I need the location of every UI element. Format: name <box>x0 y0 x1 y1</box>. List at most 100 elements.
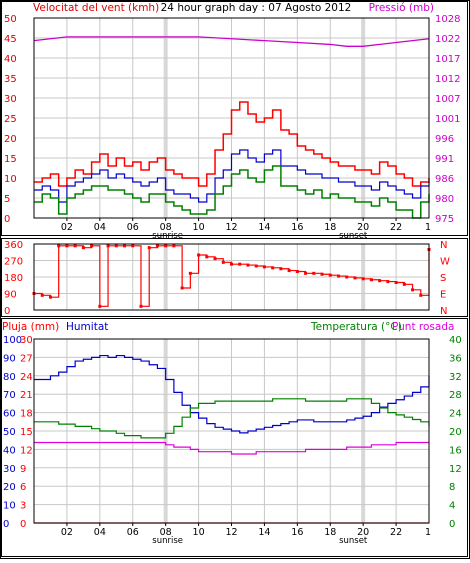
wind-panel-frame <box>1 1 468 236</box>
humidity-axis-tick-label: 0 <box>3 519 9 530</box>
x-tick-label: 04 <box>94 527 106 538</box>
x-tick-label: 06 <box>127 527 139 538</box>
direction-series-line <box>34 245 430 307</box>
pressure-axis-tick-label: 1017 <box>435 54 460 65</box>
x-tick-label: 18 <box>324 527 336 538</box>
humidity-series-line <box>34 354 430 434</box>
temperature-axis-tick-label: 28 <box>449 390 462 401</box>
temperature-axis-tick-label: 8 <box>449 482 455 493</box>
humidity-axis-tick-label: 90 <box>3 353 16 364</box>
wind-speed-axis-title: Velocitat del vent (kmh) <box>33 2 159 14</box>
x-tick-label: 02 <box>61 222 73 233</box>
compass-axis-tick-label: S <box>440 273 446 284</box>
temperature-axis-tick-label: 12 <box>449 464 462 475</box>
direction-axis-tick-label: 90 <box>4 290 17 301</box>
wind-axis-tick-label: 25 <box>4 114 17 125</box>
compass-axis-tick-label: N <box>440 240 447 251</box>
x-tick-label: 10 <box>193 527 205 538</box>
temperature-axis-tick-label: 0 <box>449 519 455 530</box>
wind-axis-tick-label: 15 <box>4 154 17 165</box>
x-tick-label: 12 <box>225 527 237 538</box>
wind-axis-tick-label: 0 <box>4 214 10 225</box>
rain-axis-title: Pluja (mm) <box>2 321 59 333</box>
x-tick-label: 08 <box>160 527 172 538</box>
wind-axis-tick-label: 35 <box>4 74 17 85</box>
rain-axis-tick-label: 18 <box>20 409 33 420</box>
x-tick-label: 16 <box>291 527 303 538</box>
pressure-axis-tick-label: 996 <box>435 134 454 145</box>
humidity-axis-tick-label: 100 <box>3 335 22 346</box>
x-tick-label: 14 <box>258 527 270 538</box>
rain-axis-tick-label: 9 <box>20 464 26 475</box>
x-tick-label: 04 <box>94 222 106 233</box>
direction-axis-tick-label: 270 <box>4 257 23 268</box>
wind-axis-tick-label: 50 <box>4 14 17 25</box>
rain-axis-tick-label: 30 <box>20 335 33 346</box>
rain-axis-tick-label: 15 <box>20 427 33 438</box>
pressure-axis-tick-label: 980 <box>435 194 454 205</box>
pressure-axis-tick-label: 1028 <box>435 14 460 25</box>
temperature-axis-tick-label: 24 <box>449 409 462 420</box>
compass-axis-tick-label: N <box>440 306 447 317</box>
rain-axis-tick-label: 6 <box>20 482 26 493</box>
wind-axis-tick-label: 45 <box>4 34 17 45</box>
direction-axis-tick-label: 360 <box>4 240 23 251</box>
rain-axis-tick-label: 12 <box>20 445 33 456</box>
x-tick-label: 08 <box>160 222 172 233</box>
compass-axis-tick-label: W <box>440 257 450 268</box>
pressure-axis-title: Pressió (mb) <box>369 2 434 14</box>
sunrise-label: sunrise <box>152 536 183 546</box>
wind-axis-tick-label: 10 <box>4 174 17 185</box>
wind-axis-tick-label: 20 <box>4 134 17 145</box>
rain-axis-tick-label: 21 <box>20 390 33 401</box>
pressure-axis-tick-label: 1001 <box>435 114 460 125</box>
humidity-axis-tick-label: 50 <box>3 427 16 438</box>
x-tick-label: 22 <box>390 222 402 233</box>
humidity-axis-title: Humitat <box>66 321 108 333</box>
x-tick-label: 1 <box>425 222 431 233</box>
x-tick-label: 18 <box>324 222 336 233</box>
climate-panel-frame <box>1 318 468 557</box>
temperature-axis-tick-label: 20 <box>449 427 462 438</box>
humidity-axis-tick-label: 70 <box>3 390 16 401</box>
temperature-axis-tick-label: 32 <box>449 372 462 383</box>
humidity-axis-tick-label: 40 <box>3 445 16 456</box>
wind-axis-tick-label: 5 <box>4 194 10 205</box>
compass-axis-tick-label: E <box>440 290 446 301</box>
dewpoint-series-line <box>34 441 429 455</box>
sunset-label: sunset <box>339 231 368 241</box>
temperature-axis-tick-label: 36 <box>449 353 462 364</box>
direction-axis-tick-label: 0 <box>4 306 10 317</box>
temperature-axis-tick-label: 4 <box>449 501 455 512</box>
rain-axis-tick-label: 0 <box>20 519 26 530</box>
pressure-axis-tick-label: 991 <box>435 154 454 165</box>
chart-title: 24 hour graph day : 07 Agosto 2012 <box>161 2 352 14</box>
humidity-axis-tick-label: 10 <box>3 501 16 512</box>
wind-gust-series-line <box>34 101 430 187</box>
plot-area <box>33 243 430 311</box>
sunset-label: sunset <box>339 536 368 546</box>
x-tick-label: 20 <box>357 222 369 233</box>
temperature-series-line <box>34 398 430 439</box>
pressure-axis-tick-label: 1007 <box>435 94 460 105</box>
temperature-axis-title: Temperatura (°C) <box>310 321 402 333</box>
wind-axis-tick-label: 40 <box>4 54 17 65</box>
pressure-axis-tick-label: 975 <box>435 214 454 225</box>
pressure-axis-tick-label: 986 <box>435 174 454 185</box>
temperature-axis-tick-label: 40 <box>449 335 462 346</box>
humidity-axis-tick-label: 60 <box>3 409 16 420</box>
wind-axis-tick-label: 30 <box>4 94 17 105</box>
rain-axis-tick-label: 27 <box>20 353 33 364</box>
x-tick-label: 12 <box>225 222 237 233</box>
x-tick-label: 02 <box>61 527 73 538</box>
rain-axis-tick-label: 24 <box>20 372 33 383</box>
x-tick-label: 20 <box>357 527 369 538</box>
pressure-series-line <box>33 36 430 47</box>
pressure-axis-tick-label: 1012 <box>435 74 460 85</box>
rain-axis-tick-label: 3 <box>20 501 26 512</box>
x-tick-label: 22 <box>390 527 402 538</box>
humidity-axis-tick-label: 80 <box>3 372 16 383</box>
sunrise-label: sunrise <box>152 231 183 241</box>
